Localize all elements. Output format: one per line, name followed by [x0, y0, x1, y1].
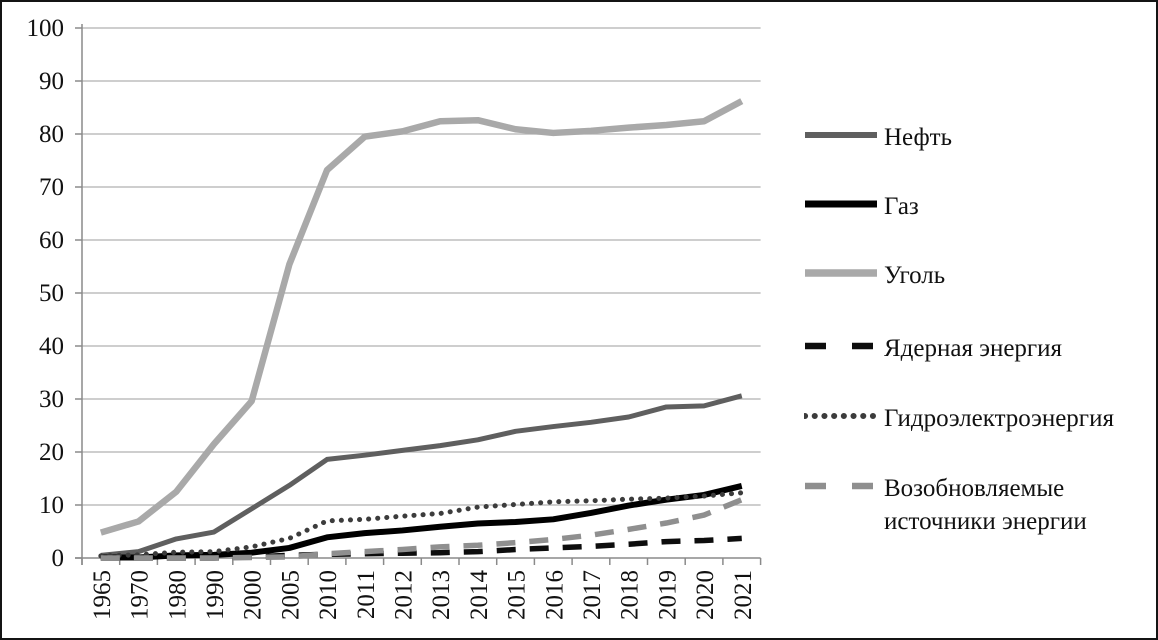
legend-swatch-renewables-line-icon — [805, 482, 877, 490]
x-tick-label: 2005 — [277, 570, 304, 620]
y-tick-label: 90 — [39, 68, 64, 95]
y-tick-label: 80 — [39, 121, 64, 148]
y-tick-label: 40 — [39, 333, 64, 360]
legend-label-oil: Нефть — [884, 124, 952, 151]
legend-item-oil: Нефть — [804, 121, 952, 154]
chart-legend: Нефть Газ Уголь Ядерная энергия Гидроэлектро… — [804, 2, 1154, 638]
legend-item-coal: Уголь — [804, 259, 945, 292]
legend-label-gas: Газ — [884, 193, 919, 220]
x-tick-label: 2011 — [353, 570, 380, 619]
legend-item-renewables: Возобновляемые источники энергии — [804, 472, 1142, 538]
legend-item-gas: Газ — [804, 190, 919, 223]
x-tick-label: 2020 — [692, 570, 719, 620]
y-tick-label: 50 — [39, 280, 64, 307]
gridlines — [82, 27, 761, 506]
axes — [75, 24, 762, 565]
legend-swatch-nuclear-line-icon — [805, 342, 877, 350]
y-tick-label: 0 — [52, 545, 65, 572]
series-line-hydro — [98, 490, 745, 559]
y-tick-label: 60 — [39, 227, 64, 254]
legend-swatch-hydro-line-icon — [804, 413, 878, 419]
x-tick-label: 2018 — [617, 570, 644, 620]
series-lines — [98, 98, 745, 561]
y-tick-label: 10 — [39, 492, 64, 519]
legend-label-coal: Уголь — [884, 262, 946, 289]
y-tick-label: 30 — [39, 386, 64, 413]
x-tick-label: 2014 — [466, 570, 493, 621]
x-tick-label: 2015 — [504, 570, 531, 620]
y-tick-label: 70 — [39, 174, 64, 201]
legend-swatch-oil-line-icon — [805, 132, 877, 138]
x-tick-label: 1965 — [89, 570, 116, 620]
x-tick-label: 2017 — [579, 570, 606, 620]
x-tick-label: 2012 — [390, 570, 417, 620]
series-line-coal — [99, 98, 744, 536]
y-tick-label: 20 — [39, 439, 64, 466]
x-tick-label: 2013 — [428, 570, 455, 620]
x-axis-labels: 1965 1970 1980 1990 2000 2005 2010 2011 2012 2013… — [89, 570, 757, 621]
legend-label-nuclear: Ядерная энергия — [884, 335, 1063, 362]
x-tick-label: 2016 — [541, 570, 568, 620]
series-line-renewables — [100, 497, 743, 561]
y-tick-label: 100 — [27, 15, 65, 42]
legend-item-hydro: Гидроэлектроэнергия — [804, 402, 1114, 435]
legend-swatch-gas-line-icon — [805, 200, 877, 208]
x-tick-label: 2000 — [240, 570, 267, 620]
x-tick-label: 2010 — [315, 570, 342, 620]
x-tick-label: 1980 — [164, 570, 191, 620]
series-line-oil — [100, 393, 743, 558]
x-tick-label: 2021 — [730, 570, 757, 620]
legend-item-nuclear: Ядерная энергия — [804, 332, 1062, 365]
x-tick-label: 1990 — [202, 570, 229, 620]
legend-swatch-coal-line-icon — [805, 269, 877, 277]
series-line-gas — [100, 483, 743, 561]
x-tick-label: 2019 — [654, 570, 681, 620]
x-tick-label: 1970 — [127, 570, 154, 620]
legend-label-renewables: Возобновляемые источники энергии — [884, 475, 1087, 535]
legend-label-hydro: Гидроэлектроэнергия — [884, 405, 1114, 432]
y-axis-labels: 0 10 20 30 40 50 60 70 80 90 100 — [27, 15, 65, 572]
